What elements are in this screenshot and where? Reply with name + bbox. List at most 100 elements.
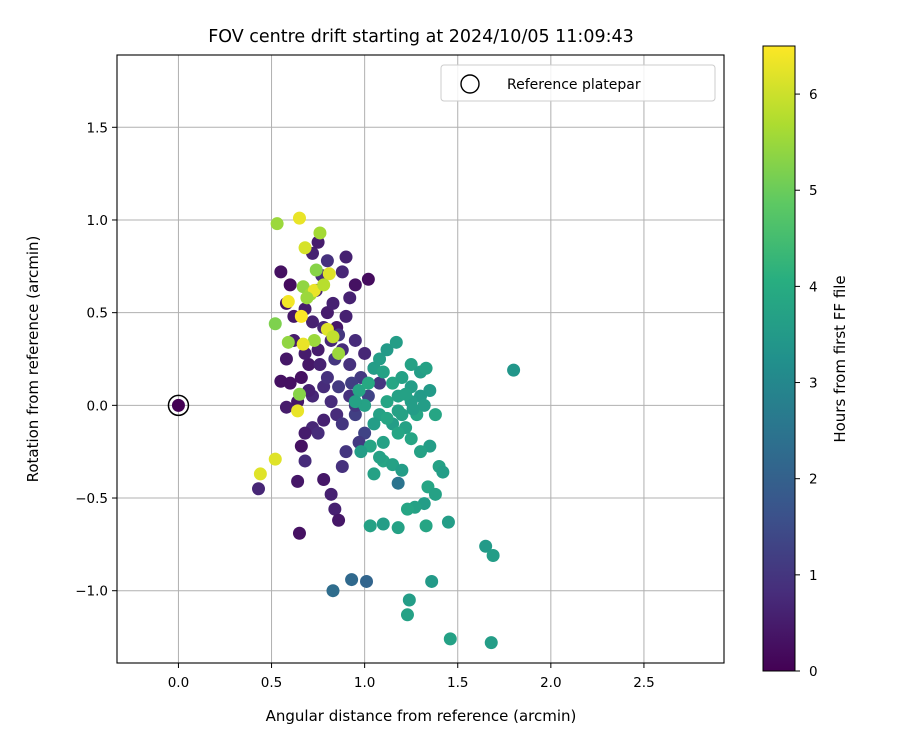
legend-reference-marker xyxy=(460,74,480,94)
data-point xyxy=(313,358,327,372)
data-point xyxy=(417,398,431,412)
data-point xyxy=(332,380,346,394)
data-point xyxy=(343,358,357,372)
reference-point xyxy=(171,398,185,412)
data-point xyxy=(326,330,340,344)
data-point xyxy=(391,521,405,535)
y-axis-label: Rotation from reference (arcmin) xyxy=(24,236,42,483)
x-tick-label: 1.0 xyxy=(354,675,375,691)
data-point xyxy=(317,472,331,486)
data-point xyxy=(332,513,346,527)
data-point xyxy=(274,374,288,388)
data-point xyxy=(313,226,327,240)
data-point xyxy=(361,272,375,286)
data-point xyxy=(443,632,457,646)
data-point xyxy=(306,315,320,329)
data-point xyxy=(320,254,334,268)
colorbar-ticks: 0 1 2 3 4 5 6 xyxy=(795,87,818,680)
data-point xyxy=(441,515,455,529)
y-tick-label: 0.0 xyxy=(87,398,108,414)
data-point xyxy=(380,343,394,357)
data-point xyxy=(376,365,390,379)
data-point xyxy=(414,445,427,459)
data-point xyxy=(335,460,349,474)
data-point xyxy=(400,608,414,622)
data-point xyxy=(395,371,409,385)
data-point xyxy=(307,333,321,347)
data-point xyxy=(291,474,305,488)
x-tick-label: 2.5 xyxy=(633,675,654,691)
y-tick-label: 0.5 xyxy=(87,306,108,322)
colorbar-tick-label: 0 xyxy=(809,664,818,680)
data-point xyxy=(486,548,500,562)
data-point xyxy=(399,387,413,401)
legend-entry-reference: Reference platepar xyxy=(507,77,641,93)
colorbar-gradient xyxy=(762,45,796,672)
data-point xyxy=(322,267,336,281)
data-point xyxy=(507,363,521,377)
data-point xyxy=(373,376,387,390)
data-point xyxy=(345,573,359,587)
data-point xyxy=(268,452,282,466)
data-point xyxy=(324,487,338,501)
data-point xyxy=(298,454,312,468)
x-tick-label: 0.0 xyxy=(168,675,189,691)
data-point xyxy=(292,211,306,225)
data-point xyxy=(380,411,394,425)
data-point xyxy=(400,502,414,516)
data-point xyxy=(294,439,308,453)
data-point xyxy=(436,465,450,479)
colorbar-tick-label: 4 xyxy=(809,279,818,295)
data-point xyxy=(332,346,346,360)
data-point xyxy=(317,413,331,427)
data-points xyxy=(167,211,521,650)
x-tick-label: 1.5 xyxy=(447,675,468,691)
data-point xyxy=(484,636,498,650)
legend-box xyxy=(440,64,716,102)
data-point xyxy=(348,395,362,409)
legend: Reference platepar xyxy=(440,64,716,102)
chart-title: FOV centre drift starting at 2024/10/05 … xyxy=(208,27,634,47)
data-point xyxy=(283,278,297,292)
data-point xyxy=(354,445,368,459)
colorbar-label: Hours from first FF file xyxy=(831,275,849,442)
data-point xyxy=(281,335,295,349)
data-point xyxy=(300,291,314,305)
data-point xyxy=(373,352,387,366)
data-point xyxy=(292,387,306,401)
reference-marker xyxy=(167,394,190,417)
data-point xyxy=(376,435,390,449)
data-point xyxy=(335,265,349,279)
data-point xyxy=(348,408,362,422)
data-point xyxy=(376,517,390,531)
data-point xyxy=(326,584,340,598)
data-point xyxy=(389,335,403,349)
colorbar-tick-label: 6 xyxy=(809,87,818,103)
colorbar-tick-label: 5 xyxy=(809,183,818,199)
data-point xyxy=(391,404,405,418)
data-point xyxy=(270,217,284,231)
colorbar: 0 1 2 3 4 5 6 Hours from first FF file xyxy=(762,45,849,680)
data-point xyxy=(252,482,266,496)
y-tick-label: −1.0 xyxy=(75,584,108,600)
data-point xyxy=(268,317,282,331)
data-point xyxy=(423,384,437,398)
x-axis-ticks: 0.0 0.5 1.0 1.5 2.0 2.5 xyxy=(168,663,655,691)
x-tick-label: 2.0 xyxy=(540,675,561,691)
data-point xyxy=(358,346,372,360)
y-tick-label: 1.0 xyxy=(87,213,108,229)
data-point xyxy=(361,376,375,390)
data-point xyxy=(339,309,353,323)
data-point xyxy=(339,250,353,264)
data-point xyxy=(324,395,338,409)
data-point xyxy=(404,432,418,446)
data-point xyxy=(335,417,349,431)
data-point xyxy=(298,426,312,440)
x-axis-label: Angular distance from reference (arcmin) xyxy=(266,707,577,725)
data-point xyxy=(298,241,312,255)
grid xyxy=(117,55,724,663)
data-point xyxy=(317,278,331,292)
data-point xyxy=(281,295,295,309)
data-point xyxy=(391,476,405,490)
